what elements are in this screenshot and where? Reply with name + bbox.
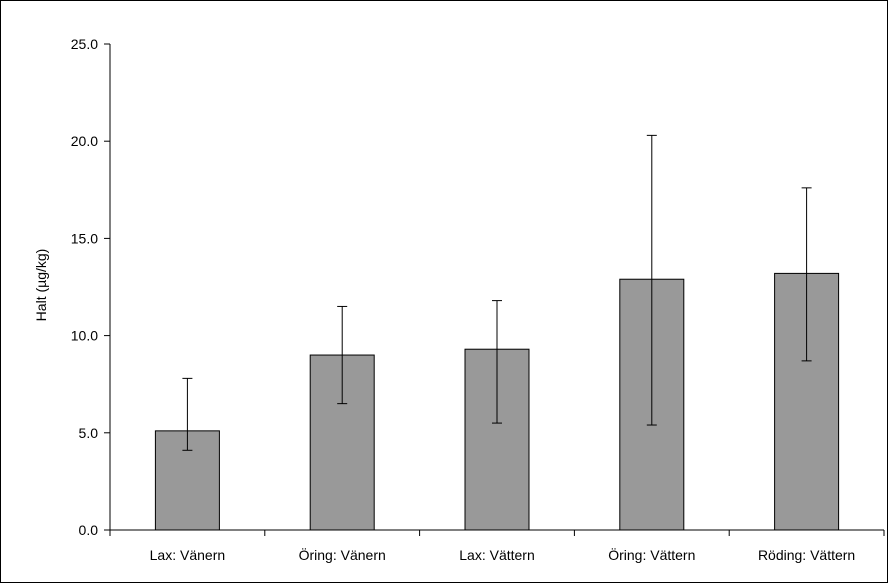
x-tick-label: Öring: Vättern	[608, 546, 695, 563]
y-tick-label: 5.0	[79, 425, 99, 441]
x-tick-label: Öring: Vänern	[299, 546, 386, 563]
y-axis: 0.0 5.0 10.0 15.0 20.0 25.0	[71, 36, 111, 538]
y-tick-label: 10.0	[71, 328, 98, 344]
x-tick-label: Röding: Vättern	[758, 547, 855, 563]
y-axis-title: Halt (µg/kg)	[33, 249, 49, 322]
x-tick-label: Lax: Vänern	[150, 547, 226, 563]
error-bars	[182, 134, 812, 451]
y-tick-label: 20.0	[71, 133, 98, 149]
x-tick-label: Lax: Vättern	[459, 547, 535, 563]
y-tick-label: 0.0	[79, 522, 99, 538]
y-tick-label: 25.0	[71, 36, 98, 52]
y-tick-label: 15.0	[71, 230, 98, 246]
